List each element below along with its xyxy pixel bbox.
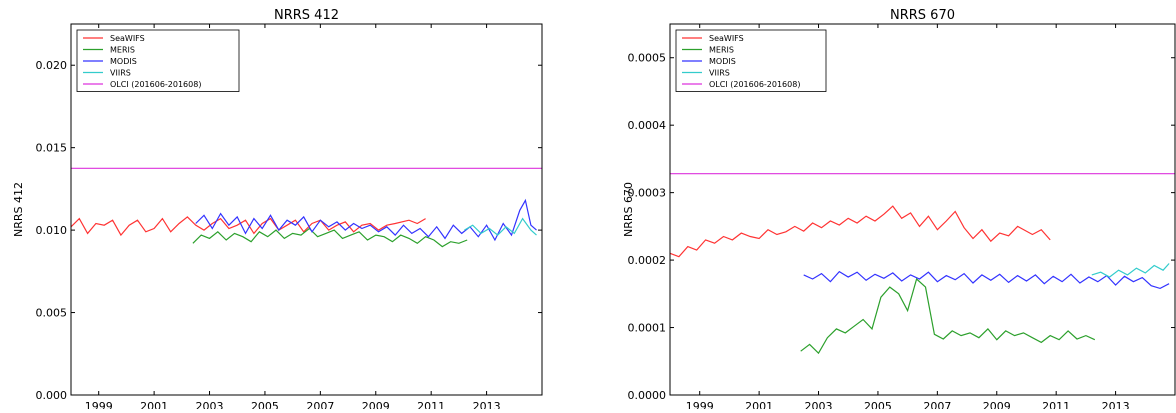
y-tick-label: 0.0005 [628,52,667,65]
y-tick-label: 0.005 [36,307,68,320]
chart-title: NRRS 412 [274,8,339,23]
x-tick-label: 2001 [745,400,773,409]
legend-label: MODIS [110,57,137,66]
legend-label: SeaWIFS [709,34,744,43]
chart-title: NRRS 670 [890,8,955,23]
y-tick-label: 0.0002 [628,254,667,267]
x-tick-label: 2009 [362,400,390,409]
series-line-modis [195,198,537,242]
y-tick-label: 0.0004 [628,119,667,132]
y-tick-label: 0.0000 [628,389,667,402]
x-tick-label: 2007 [306,400,334,409]
series-line-meris [800,277,1096,355]
x-tick-label: 2009 [983,400,1011,409]
series-line-seawifs [71,216,426,237]
x-tick-label: 2003 [196,400,224,409]
chart-nrrs-412: NRRS 412 NRRS 412 1999 2001 2003 2005 2007 2009… [0,0,560,413]
x-tick-label: 2003 [805,400,833,409]
legend-label: SeaWIFS [110,34,145,43]
series-line-viirs [1091,263,1170,278]
y-tick-label: 0.020 [36,59,68,72]
x-tick-label: 2001 [140,400,168,409]
series-line-modis [803,270,1170,290]
y-axis-label: NRRS 670 [622,182,635,237]
legend-label: OLCI (201606-201608) [709,80,800,89]
plot-area [71,167,542,248]
x-tick-label: 2011 [1042,400,1070,409]
y-tick-label: 0.000 [36,389,68,402]
x-tick-label: 2011 [417,400,445,409]
legend-label: VIIRS [110,69,131,78]
x-tick-label: 2013 [473,400,501,409]
x-tick-label: 2013 [1102,400,1130,409]
x-tick-label: 2005 [251,400,279,409]
y-tick-label: 0.010 [36,224,68,237]
axes-frame [669,23,1176,396]
series-line-viirs [464,217,537,236]
legend-label: MODIS [709,57,736,66]
plot-area [670,173,1175,355]
y-tick-label: 0.015 [36,142,68,155]
legend-label: VIIRS [709,69,730,78]
x-tick-label: 1999 [85,400,113,409]
legend: SeaWIFS MERIS MODIS VIIRS OLCI (201606-20160… [76,29,240,92]
series-line-meris [192,227,468,248]
chart-nrrs-670: NRRS 670 NRRS 670 1999 2001 2003 2005 2007 2009… [620,0,1176,413]
x-tick-label: 2007 [923,400,951,409]
y-tick-label: 0.0003 [628,187,667,200]
chart-nrrs-412-svg: NRRS 412 NRRS 412 1999 2001 2003 2005 2007 2009… [12,8,543,413]
y-axis-label: NRRS 412 [12,182,25,237]
y-tick-label: 0.0001 [628,322,667,335]
legend-label: MERIS [709,46,734,55]
legend: SeaWIFS MERIS MODIS VIIRS OLCI (201606-20160… [675,29,827,92]
series-line-seawifs [670,205,1051,258]
axes-frame [70,23,543,396]
x-tick-label: 1999 [686,400,714,409]
chart-nrrs-670-svg: NRRS 670 NRRS 670 1999 2001 2003 2005 2007 2009… [622,8,1176,413]
x-tick-label: 2005 [864,400,892,409]
legend-label: OLCI (201606-201608) [110,80,201,89]
legend-label: MERIS [110,46,135,55]
